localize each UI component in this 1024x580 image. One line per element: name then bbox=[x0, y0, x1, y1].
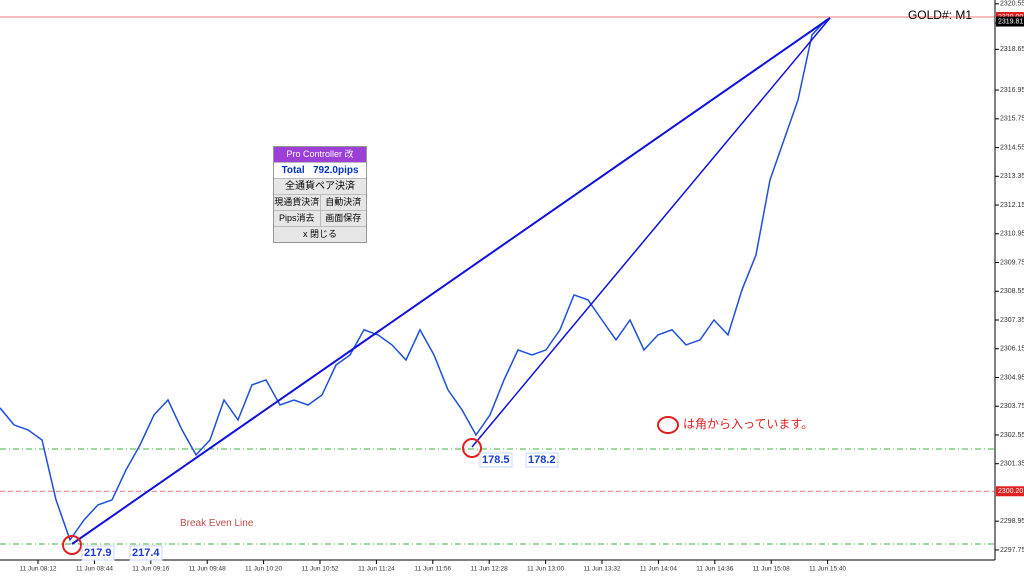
button[interactable]: 自動決済 bbox=[325, 197, 362, 207]
time-label: 11 Jun 09:16 bbox=[132, 566, 169, 573]
entry-label: 217.4 bbox=[132, 547, 160, 559]
price-box bbox=[996, 16, 1024, 27]
time-label: 11 Jun 08:44 bbox=[76, 566, 113, 573]
time-label: 11 Jun 14:04 bbox=[640, 566, 677, 573]
price-label: 2303.75 bbox=[1000, 403, 1024, 410]
time-label: 11 Jun 10:52 bbox=[301, 566, 338, 573]
price-label: 2313.35 bbox=[1000, 173, 1024, 180]
price-label: 2302.55 bbox=[1000, 432, 1024, 439]
entry-label: 178.2 bbox=[528, 454, 556, 466]
control-panel: Pro Controller 改 Total 792.0pips 全通貨ペア決済… bbox=[273, 146, 367, 243]
entry-box bbox=[81, 545, 115, 561]
entry-box bbox=[129, 545, 163, 561]
price-label: 2314.55 bbox=[1000, 144, 1024, 151]
button[interactable]: 現通貨決済 bbox=[274, 195, 321, 210]
entry-box bbox=[479, 452, 513, 468]
time-label: 11 Jun 09:48 bbox=[189, 566, 226, 573]
price-label: 2304.95 bbox=[1000, 374, 1024, 381]
time-label: 11 Jun 08:12 bbox=[19, 566, 56, 573]
entry-circle bbox=[62, 535, 82, 555]
price-box bbox=[996, 486, 1024, 497]
price-label: 2301.35 bbox=[1000, 461, 1024, 468]
button[interactable]: Pips消去 bbox=[274, 211, 321, 226]
entry-circle bbox=[462, 438, 482, 458]
time-label: 11 Jun 15:40 bbox=[809, 566, 846, 573]
button[interactable]: 画面保存 bbox=[325, 213, 362, 223]
time-label: 11 Jun 14:36 bbox=[696, 566, 733, 573]
level-name: Break Even Line bbox=[180, 518, 254, 529]
trend-line bbox=[71, 17, 831, 545]
price-label: 2309.75 bbox=[1000, 259, 1024, 266]
price-label: 2308.55 bbox=[1000, 288, 1024, 295]
note: は角から入っています。 bbox=[683, 417, 813, 431]
symbol-label: GOLD#: M1 bbox=[908, 8, 972, 22]
close-all-button[interactable]: 全通貨ペア決済 bbox=[274, 179, 366, 195]
price-label: 2312.15 bbox=[1000, 202, 1024, 209]
price-label: 2297.75 bbox=[1000, 547, 1024, 554]
time-label: 11 Jun 12:28 bbox=[471, 566, 508, 573]
time-label: 11 Jun 13:00 bbox=[527, 566, 564, 573]
time-label: 11 Jun 11:24 bbox=[358, 566, 395, 573]
time-label: 11 Jun 10:20 bbox=[245, 566, 282, 573]
price-label: 2310.95 bbox=[1000, 231, 1024, 238]
panel-title: Pro Controller 改 bbox=[274, 147, 366, 163]
close-button[interactable]: x 閉じる bbox=[302, 229, 337, 239]
price-label: 2315.75 bbox=[1000, 116, 1024, 123]
price-box-label: 2319.81 bbox=[998, 18, 1023, 25]
panel-total: Total 792.0pips bbox=[274, 163, 366, 179]
price-label: 2320.55 bbox=[1000, 1, 1024, 8]
button-row: 現通貨決済 自動決済 bbox=[274, 195, 366, 211]
time-label: 11 Jun 15:08 bbox=[753, 566, 790, 573]
trend-line bbox=[471, 17, 831, 448]
time-label: 11 Jun 13:32 bbox=[583, 566, 620, 573]
time-label: 11 Jun 11:56 bbox=[414, 566, 451, 573]
price-label: 2316.95 bbox=[1000, 87, 1024, 94]
entry-label: 178.5 bbox=[482, 454, 510, 466]
price-label: 2306.15 bbox=[1000, 346, 1024, 353]
price-label: 2307.35 bbox=[1000, 317, 1024, 324]
entry-box bbox=[525, 452, 559, 468]
price-box-label: 2300.20 bbox=[998, 488, 1023, 495]
price-label: 2298.95 bbox=[1000, 518, 1024, 525]
price-line bbox=[0, 19, 827, 542]
button-row: Pips消去 画面保存 bbox=[274, 211, 366, 227]
entry-label: 217.9 bbox=[84, 547, 112, 559]
price-label: 2318.65 bbox=[1000, 46, 1024, 53]
note-circle bbox=[657, 416, 679, 434]
